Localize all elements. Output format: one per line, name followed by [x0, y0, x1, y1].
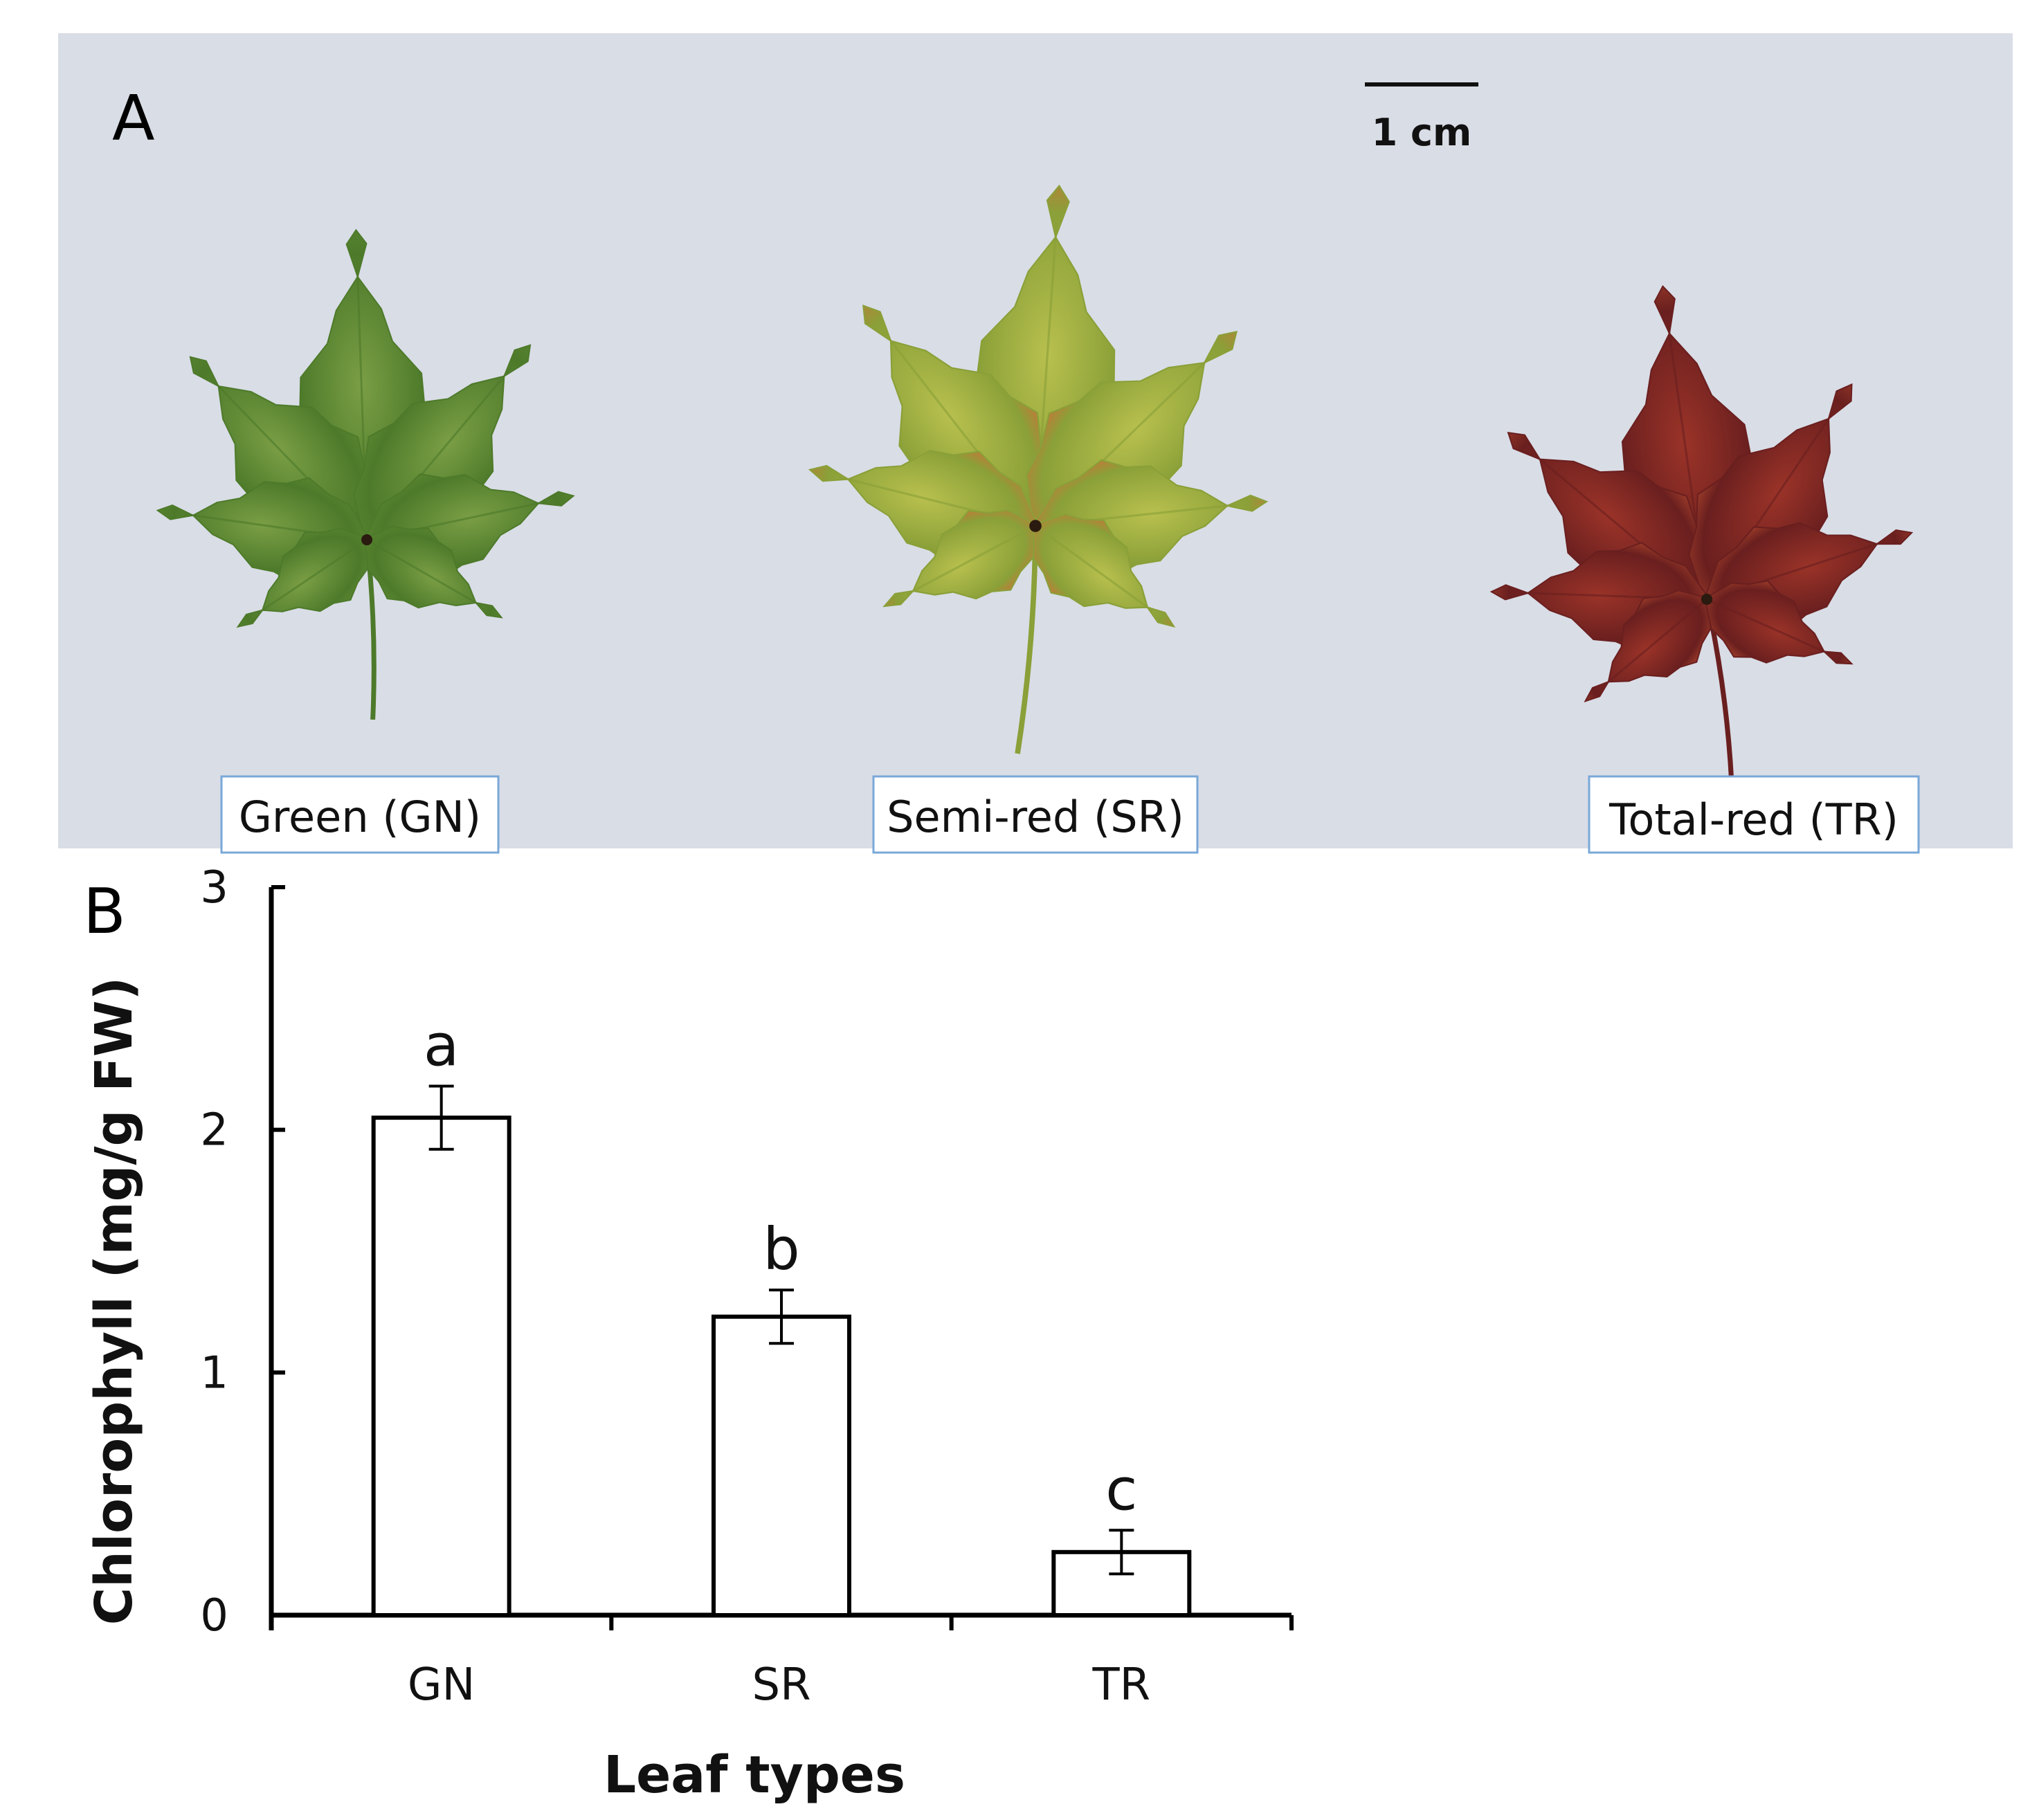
leaf-total-red-vein [1602, 598, 1707, 687]
leaf-green-petiole-base [361, 534, 372, 545]
leaf-green-vein [256, 538, 368, 615]
leaf-semi-red-vein [906, 525, 1036, 596]
x-axis-title: Leaf types [604, 1745, 905, 1805]
bar-gn [371, 1116, 511, 1617]
leaf-green-lobe [364, 525, 503, 619]
leaf-total-red-petiole-base [1701, 593, 1713, 606]
bar-sr [712, 1314, 851, 1618]
caption-box-tr [1588, 775, 1920, 854]
caption-text-gn: Green (GN) [239, 792, 481, 842]
bar-tr [1051, 1549, 1192, 1617]
x-tick-label-tr: TR [1092, 1659, 1151, 1711]
caption-gn: Green (GN) [220, 775, 500, 854]
x-tick-label-gn: GN [408, 1659, 475, 1711]
y-tick-label: 3 [200, 862, 228, 913]
leaf-semi-red-lobe [1033, 513, 1176, 628]
panel-a-photo: A 1 cm Green (GN) Semi-red (SR) Total-re… [58, 33, 2013, 854]
leaf-semi-red-lobe [882, 509, 1038, 608]
x-tick-label-sr: SR [752, 1659, 810, 1711]
y-tick-label: 1 [200, 1347, 228, 1399]
panel-b-label: B [83, 875, 126, 948]
leaf-total-red-lobe [1705, 580, 1854, 665]
y-axis-title: Chlorophyll (mg/g FW) [84, 977, 144, 1626]
panel-b-chart: B 0 1 2 3 a GN b SR c TR Chlorophyll (mg/g FW) Le… [83, 862, 1294, 1805]
leaf-semi-red [808, 184, 1269, 754]
leaf-green [156, 228, 575, 720]
caption-text-sr: Semi-red (SR) [887, 792, 1184, 842]
significance-letter-gn: a [424, 1012, 459, 1080]
leaf-total-red-lobe [1584, 590, 1712, 703]
leaf-green-lobe [236, 527, 370, 628]
leaf-total-red-vein [1706, 598, 1831, 655]
caption-sr: Semi-red (SR) [872, 775, 1199, 854]
leaf-semi-red-vein [1035, 525, 1154, 613]
bar-chart: 0 1 2 3 a GN b SR c TR [200, 862, 1294, 1711]
caption-tr: Total-red (TR) [1588, 775, 1920, 854]
significance-letter-tr: c [1105, 1455, 1137, 1523]
scale-bar: 1 cm [1365, 82, 1478, 154]
caption-box-sr [872, 775, 1199, 854]
leaf-green-vein [366, 538, 482, 607]
leaf-total-red [1489, 284, 1914, 781]
scale-bar-label: 1 cm [1372, 111, 1472, 154]
leaf-semi-red-petiole-base [1029, 520, 1042, 532]
caption-box-gn [220, 775, 500, 854]
caption-text-tr: Total-red (TR) [1608, 794, 1898, 845]
significance-letter-sr: b [763, 1215, 799, 1283]
y-tick-label: 2 [200, 1105, 228, 1156]
leaves-layer [156, 184, 1914, 781]
panel-a-label: A [112, 82, 155, 155]
y-tick-label: 0 [200, 1590, 228, 1641]
